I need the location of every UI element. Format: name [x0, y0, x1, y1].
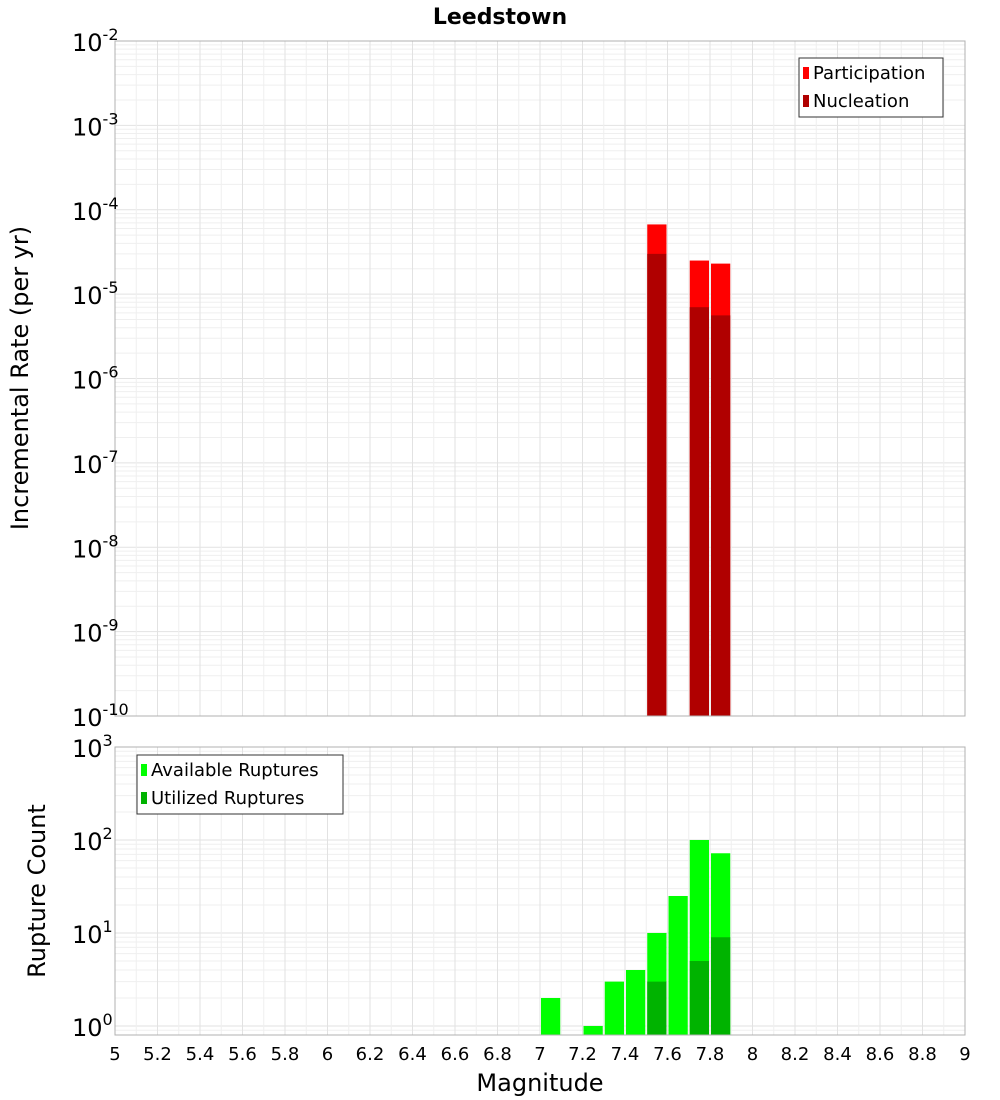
legend-swatch — [141, 764, 147, 776]
y-tick-base: 10 — [72, 282, 103, 310]
y-tick-exponent: 3 — [103, 731, 113, 750]
x-tick-label: 7.4 — [611, 1044, 640, 1065]
x-tick-labels: 5 5.2 5.4 5.6 5.8 6 6.2 6.4 6.6 6.8 7 7.2 7.4 7.6 7.8 8… — [109, 1044, 970, 1065]
x-tick-label: 8.4 — [823, 1044, 852, 1065]
bottom-series-1-bar — [604, 981, 624, 1035]
bottom-legend: Available Ruptures Utilized Ruptures — [136, 754, 344, 815]
x-tick-label: 5.2 — [143, 1044, 172, 1065]
y-tick-label: 102 — [72, 824, 113, 856]
x-tick-label: 5.8 — [271, 1044, 300, 1065]
y-tick-label: 10-3 — [72, 109, 119, 141]
y-tick-exponent: -4 — [103, 194, 119, 213]
y-tick-label: 100 — [72, 1010, 113, 1042]
y-tick-base: 10 — [72, 921, 103, 949]
y-tick-exponent: -10 — [103, 700, 129, 719]
y-tick-base: 10 — [72, 451, 103, 479]
legend-swatch — [141, 792, 147, 804]
top-series-2-bar — [711, 315, 731, 716]
bottom-series-2-bar — [711, 937, 731, 1035]
x-tick-label: 8.6 — [866, 1044, 895, 1065]
legend-swatch — [803, 95, 809, 107]
x-axis-label: Magnitude — [476, 1069, 603, 1097]
x-tick-label: 7.8 — [696, 1044, 725, 1065]
top-series-2-bar — [689, 307, 709, 716]
y-tick-base: 10 — [72, 367, 103, 395]
y-tick-exponent: -8 — [103, 531, 119, 550]
x-tick-label: 6.8 — [483, 1044, 512, 1065]
y-tick-base: 10 — [72, 535, 103, 563]
y-tick-base: 10 — [72, 828, 103, 856]
x-tick-label: 7.2 — [568, 1044, 597, 1065]
y-tick-exponent: 0 — [103, 1010, 113, 1029]
x-tick-label: 6.6 — [441, 1044, 470, 1065]
x-tick-label: 6.2 — [356, 1044, 385, 1065]
y-tick-base: 10 — [72, 735, 103, 763]
y-tick-exponent: -2 — [103, 25, 119, 44]
legend-label: Utilized Ruptures — [151, 788, 304, 809]
bottom-series-1-bar — [583, 1025, 603, 1035]
top-plot-grid — [114, 40, 966, 717]
y-tick-label: 103 — [72, 731, 113, 763]
y-tick-exponent: 2 — [103, 824, 113, 843]
y-tick-base: 10 — [72, 1014, 103, 1042]
y-tick-base: 10 — [72, 620, 103, 648]
x-tick-label: 5 — [109, 1044, 120, 1065]
y-tick-base: 10 — [72, 198, 103, 226]
y-tick-label: 10-4 — [72, 194, 119, 226]
bottom-plot-bars — [541, 839, 731, 1035]
x-tick-label: 8.8 — [908, 1044, 937, 1065]
x-tick-label: 7.6 — [653, 1044, 682, 1065]
x-tick-label: 8 — [747, 1044, 758, 1065]
y-tick-base: 10 — [72, 29, 103, 57]
y-tick-label: 10-6 — [72, 363, 119, 395]
bottom-series-1-bar — [668, 895, 688, 1035]
legend-box — [798, 57, 944, 118]
y-tick-exponent: -7 — [103, 447, 119, 466]
y-tick-exponent: -9 — [103, 616, 119, 635]
x-tick-label: 8.2 — [781, 1044, 810, 1065]
y-tick-label: 10-5 — [72, 278, 119, 310]
top-y-axis-label: Incremental Rate (per yr) — [6, 226, 34, 530]
top-series-2-bar — [647, 253, 667, 716]
y-tick-base: 10 — [72, 704, 103, 732]
y-tick-exponent: -6 — [103, 363, 119, 382]
x-tick-label: 6.4 — [398, 1044, 427, 1065]
y-tick-label: 10-9 — [72, 616, 119, 648]
bottom-series-2-bar — [689, 960, 709, 1035]
y-tick-exponent: 1 — [103, 917, 113, 936]
top-plot-bars — [647, 224, 731, 717]
top-legend: Participation Nucleation — [798, 57, 944, 118]
bottom-series-2-bar — [647, 981, 667, 1035]
y-tick-label: 10-2 — [72, 25, 119, 57]
x-tick-label: 5.4 — [186, 1044, 215, 1065]
x-tick-label: 7 — [534, 1044, 545, 1065]
y-tick-exponent: -3 — [103, 109, 119, 128]
y-tick-label: 101 — [72, 917, 113, 949]
legend-label: Available Ruptures — [151, 760, 319, 781]
x-tick-label: 6 — [322, 1044, 333, 1065]
y-tick-label: 10-10 — [72, 700, 129, 732]
chart-title: Leedstown — [433, 5, 567, 30]
legend-box — [136, 754, 344, 815]
y-tick-exponent: -5 — [103, 278, 119, 297]
legend-label: Nucleation — [813, 91, 909, 112]
x-tick-label: 9 — [959, 1044, 970, 1065]
bottom-plot-grid — [114, 746, 966, 1036]
legend-label: Participation — [813, 63, 925, 84]
x-tick-label: 5.6 — [228, 1044, 257, 1065]
top-plot-frame — [114, 40, 966, 717]
y-tick-label: 10-8 — [72, 531, 119, 563]
bottom-series-1-bar — [541, 997, 561, 1035]
bottom-series-1-bar — [626, 969, 646, 1035]
bottom-plot-frame — [114, 746, 966, 1036]
y-tick-base: 10 — [72, 113, 103, 141]
legend-swatch — [803, 67, 809, 79]
y-tick-label: 10-7 — [72, 447, 119, 479]
bottom-y-axis-label: Rupture Count — [23, 804, 51, 978]
